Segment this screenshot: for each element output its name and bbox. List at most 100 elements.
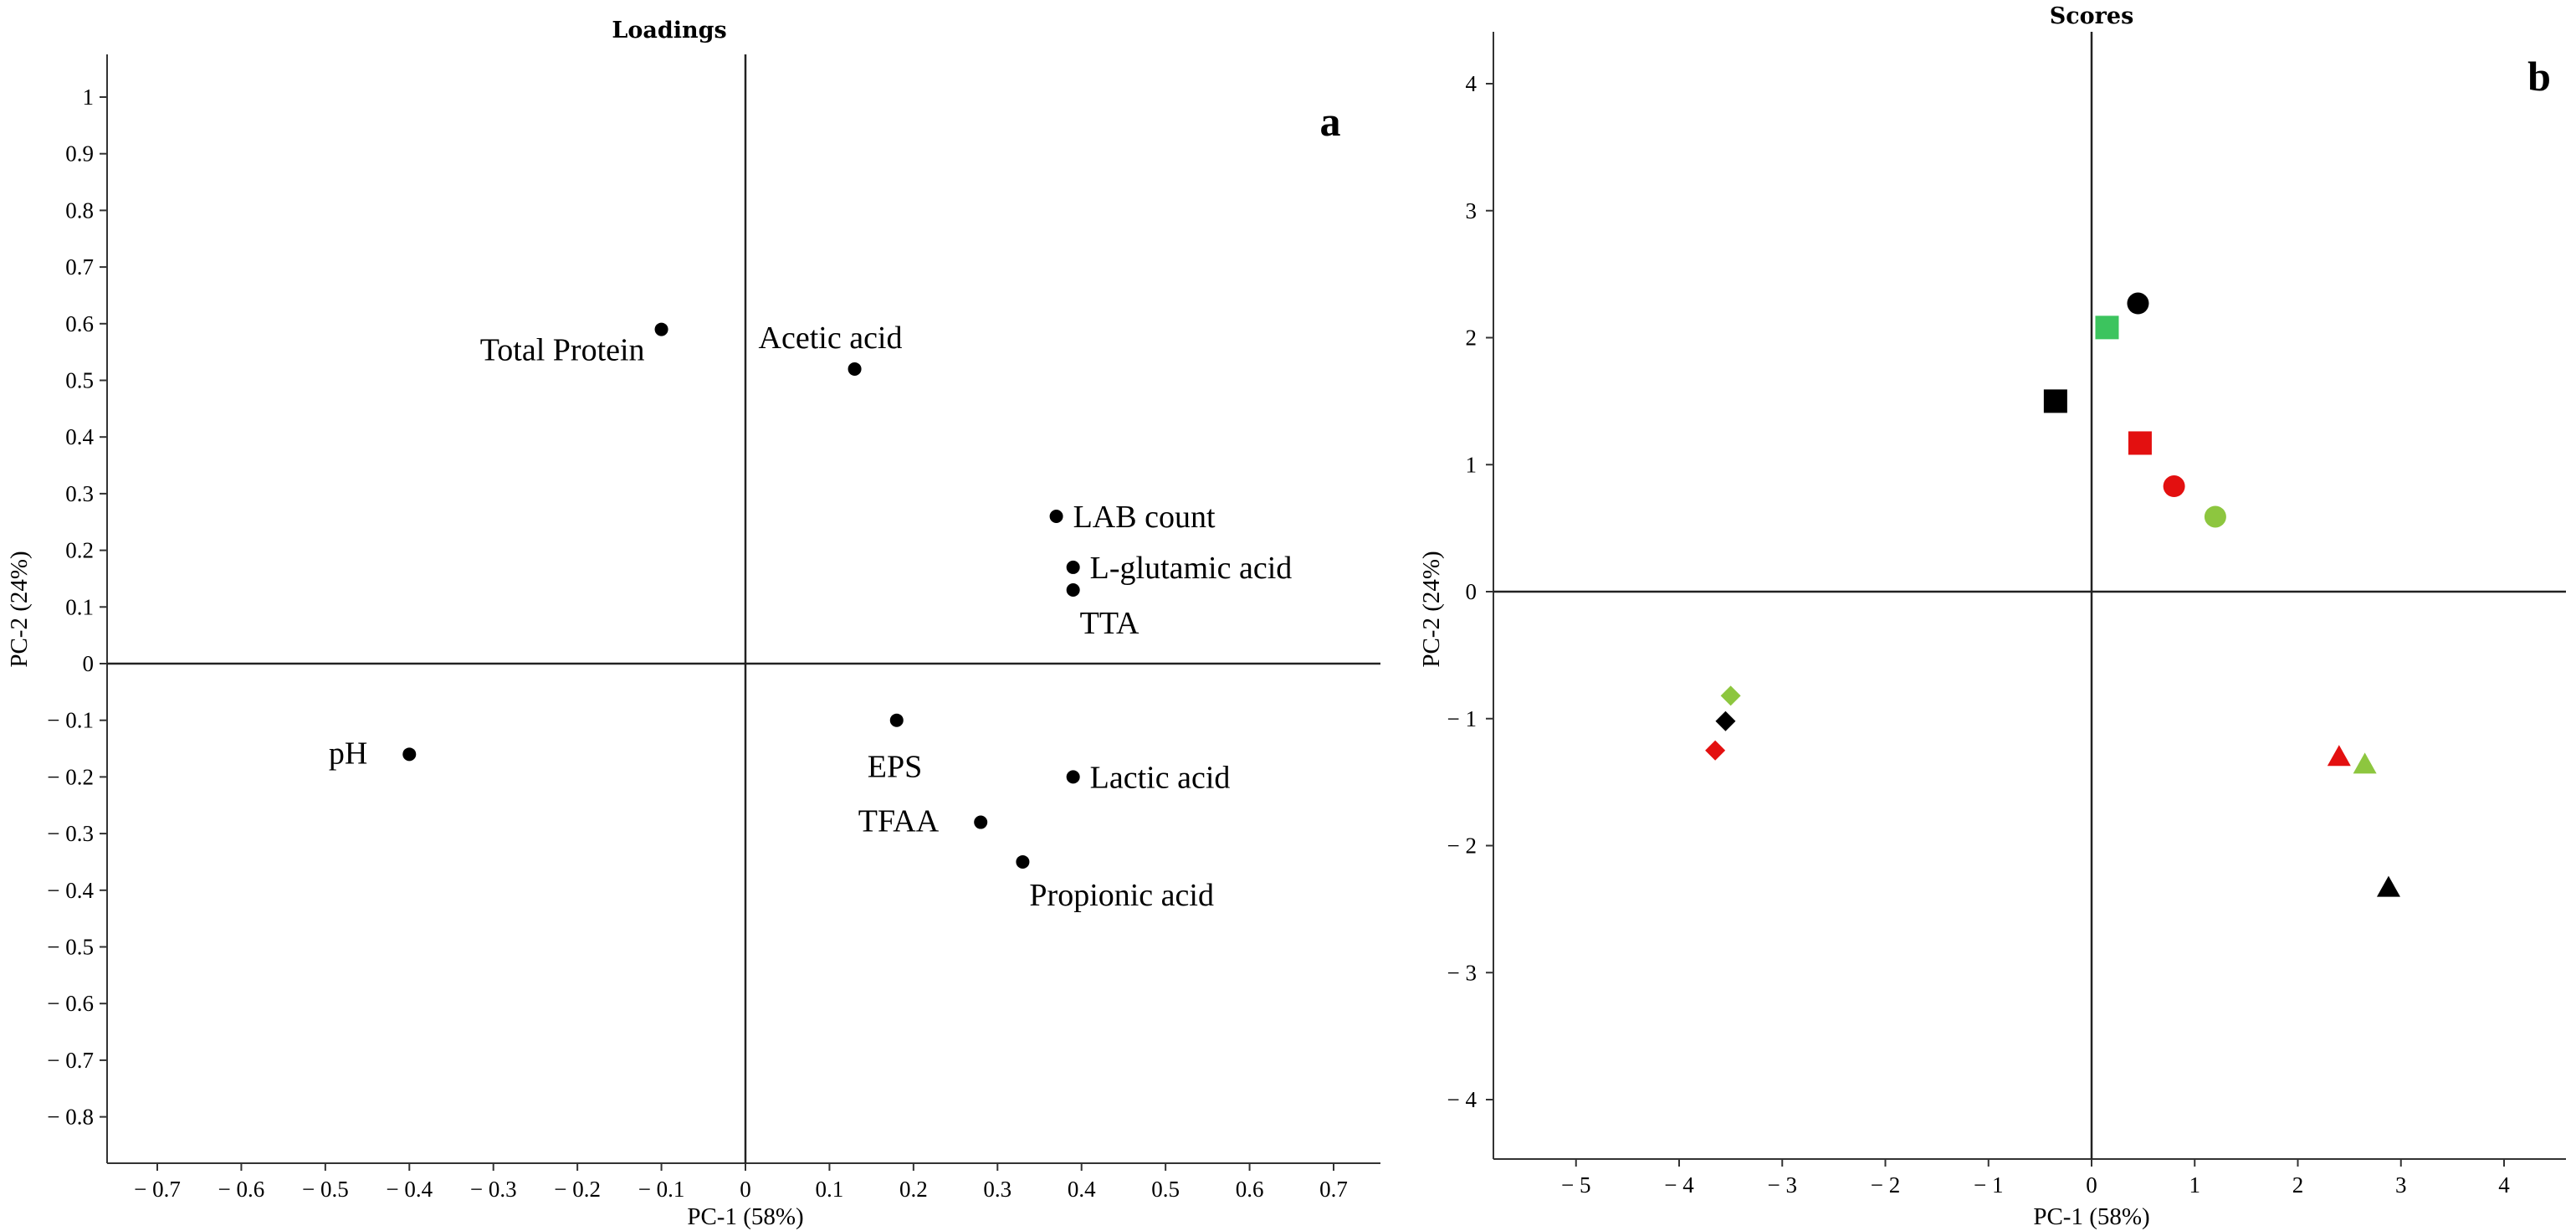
scores-y-tick-label: 3 [1466, 198, 1477, 223]
loadings-y-tick-label: 1 [83, 85, 95, 110]
score-point-triangle [2353, 752, 2377, 774]
loading-point [1066, 582, 1080, 597]
scores-y-tick-label: 2 [1466, 326, 1477, 351]
loadings-y-tick-label: − 0.6 [47, 991, 94, 1016]
loadings-y-tick-label: 0.3 [65, 481, 94, 506]
loadings-x-tick-label: − 0.3 [470, 1177, 517, 1202]
loading-point [402, 747, 417, 762]
scores-y-axis-label: PC-2 (24%) [1418, 551, 1445, 667]
score-point-square [2095, 315, 2119, 340]
loadings-panel: Loadings a − 0.7− 0.6− 0.5− 0.4− 0.3− 0.… [6, 18, 1380, 1230]
score-point-triangle [2376, 875, 2400, 897]
scores-x-tick-label: 2 [2292, 1172, 2304, 1198]
loadings-y-tick-label: − 0.2 [47, 764, 94, 789]
loading-point [848, 362, 862, 376]
loadings-title: Loadings [612, 18, 726, 44]
score-point-diamond [1720, 685, 1741, 706]
loadings-y-tick-label: − 0.1 [47, 708, 94, 733]
scores-x-tick-label: 1 [2189, 1172, 2201, 1198]
loading-point-label: Total Protein [480, 333, 645, 368]
panel-letter-b: b [2527, 53, 2551, 100]
loading-point [1016, 854, 1030, 869]
scores-y-tick-label: 1 [1466, 452, 1477, 477]
loadings-x-tick-label: 0.1 [816, 1177, 844, 1202]
score-point-circle [2163, 475, 2185, 498]
loadings-y-tick-label: − 0.5 [47, 935, 94, 960]
score-point-circle [2204, 505, 2226, 528]
scores-x-tick-label: − 3 [1768, 1172, 1797, 1198]
loadings-x-tick-label: 0.2 [899, 1177, 928, 1202]
loadings-y-tick-label: 0.4 [65, 424, 94, 449]
loadings-x-tick-label: 0.5 [1151, 1177, 1180, 1202]
scores-x-ticks: − 5 − 4 − 3 − 2 − 1 0 1 2 3 4 [1561, 1159, 2510, 1198]
scores-x-tick-label: 4 [2498, 1172, 2510, 1198]
loading-point-label: L-glutamic acid [1090, 551, 1293, 586]
loadings-x-ticks: − 0.7 − 0.6 − 0.5 − 0.4 − 0.3 − 0.2 − 0.1 0 0.1 0… [134, 1163, 1348, 1202]
loading-point-label: TTA [1080, 606, 1139, 641]
loading-point-label: TFAA [858, 804, 940, 839]
loadings-x-tick-label: − 0.6 [218, 1177, 265, 1202]
loading-point-label: Propionic acid [1029, 878, 1214, 913]
loadings-y-tick-label: 0.6 [65, 311, 94, 336]
loadings-y-tick-label: 0.5 [65, 368, 94, 393]
loading-point-label: EPS [868, 750, 922, 785]
loadings-y-tick-label: 0 [83, 651, 95, 676]
loading-point-label: pH [329, 736, 367, 771]
scores-y-tick-label: − 3 [1447, 960, 1477, 985]
loadings-y-tick-label: 0.1 [65, 594, 94, 619]
loading-point-label: LAB count [1073, 500, 1216, 535]
loadings-y-tick-label: − 0.3 [47, 821, 94, 846]
loadings-y-tick-label: 0.9 [65, 141, 94, 167]
loading-point-label: Lactic acid [1090, 760, 1231, 795]
loadings-points: Total Protein Acetic acid LAB count L-gluta… [329, 321, 1292, 913]
scores-x-tick-label: 3 [2395, 1172, 2407, 1198]
loading-point [889, 713, 904, 727]
scores-x-tick-label: − 2 [1871, 1172, 1900, 1198]
score-point-diamond [1705, 740, 1726, 761]
loadings-x-tick-label: − 0.1 [638, 1177, 685, 1202]
score-point-square [2043, 389, 2067, 413]
loadings-y-tick-label: 0.8 [65, 197, 94, 223]
loadings-x-tick-label: − 0.5 [302, 1177, 349, 1202]
loading-point [974, 815, 988, 829]
scores-title: Scores [2050, 3, 2134, 29]
loading-point-label: Acetic acid [759, 321, 903, 356]
scores-y-tick-label: − 2 [1447, 833, 1477, 859]
scores-y-ticks: 4 3 2 1 0 − 1 − 2 − 3 − 4 [1447, 71, 1493, 1112]
scores-points [1705, 292, 2400, 897]
scores-y-tick-label: 4 [1466, 71, 1477, 96]
scores-x-tick-label: − 5 [1561, 1172, 1590, 1198]
scores-y-tick-label: 0 [1466, 579, 1477, 604]
scores-x-axis-label: PC-1 (58%) [2033, 1203, 2149, 1230]
loadings-x-tick-label: 0.3 [983, 1177, 1011, 1202]
loadings-y-axis-label: PC-2 (24%) [6, 551, 33, 667]
loadings-x-tick-label: 0.4 [1068, 1177, 1096, 1202]
loading-point [1066, 560, 1080, 574]
scores-x-tick-label: − 4 [1664, 1172, 1694, 1198]
panel-letter-a: a [1320, 98, 1341, 145]
score-point-diamond [1715, 710, 1736, 731]
scores-x-tick-label: − 1 [1974, 1172, 2003, 1198]
loadings-y-tick-label: − 0.8 [47, 1105, 94, 1130]
scores-y-tick-label: − 4 [1447, 1087, 1477, 1112]
scores-y-tick-label: − 1 [1447, 706, 1477, 731]
loading-point [1049, 509, 1063, 523]
loadings-x-tick-label: 0.7 [1319, 1177, 1348, 1202]
loading-point [654, 322, 668, 336]
score-point-circle [2127, 292, 2149, 315]
loadings-y-ticks: 1 0.9 0.8 0.7 0.6 0.5 0.4 0.3 0.2 0.1 0 − 0.1 − 0.2 −… [47, 85, 107, 1130]
loadings-x-tick-label: − 0.7 [134, 1177, 181, 1202]
score-point-triangle [2327, 745, 2351, 767]
loadings-y-tick-label: 0.7 [65, 254, 94, 280]
loadings-x-tick-label: − 0.4 [386, 1177, 433, 1202]
loadings-x-axis-label: PC-1 (58%) [687, 1203, 803, 1230]
loadings-y-tick-label: − 0.4 [47, 878, 94, 903]
score-point-square [2128, 431, 2152, 455]
loadings-y-tick-label: 0.2 [65, 538, 94, 563]
loading-point [1066, 770, 1080, 784]
loadings-x-tick-label: 0 [740, 1177, 751, 1202]
loadings-x-tick-label: − 0.2 [554, 1177, 601, 1202]
scores-x-tick-label: 0 [2086, 1172, 2097, 1198]
